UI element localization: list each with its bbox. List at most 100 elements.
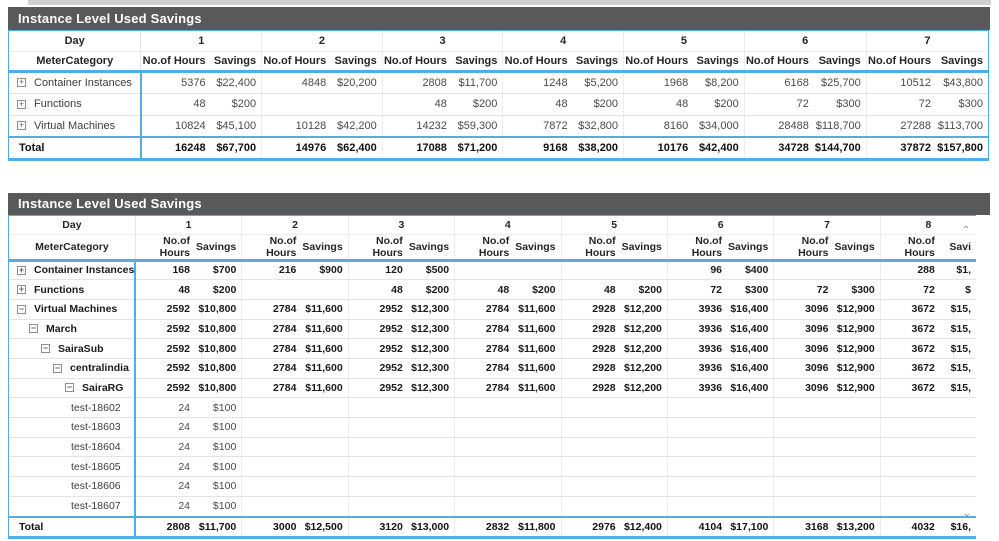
column-header-hours[interactable]: No.of Hours <box>381 51 453 73</box>
cell-savings <box>515 397 561 418</box>
header-row-day: Day 1 2 3 4 5 6 7 <box>9 31 988 52</box>
expand-icon[interactable]: + <box>17 120 26 131</box>
row-label[interactable]: + Container Instances <box>9 260 137 281</box>
row-label[interactable]: test-18607 <box>9 496 137 518</box>
row-label[interactable]: test-18604 <box>9 437 137 458</box>
column-header-savings[interactable]: Savings <box>936 51 988 73</box>
collapse-icon[interactable]: − <box>41 343 50 354</box>
visual-title: Instance Level Used Savings <box>8 193 990 215</box>
column-header-day-2[interactable]: 2 <box>261 31 383 52</box>
scroll-up-icon[interactable]: › <box>961 222 972 232</box>
column-header-hours[interactable]: No.of Hours <box>743 51 815 73</box>
cell-hours: 3096 <box>773 358 835 379</box>
column-header-hours[interactable]: No.of Hours <box>879 234 941 262</box>
column-header-savings[interactable]: Savings <box>515 234 561 262</box>
row-label[interactable]: test-18605 <box>9 456 137 478</box>
row-label-wrap: − SairaSub <box>9 343 134 355</box>
column-header-hours[interactable]: No.of Hours <box>140 51 212 73</box>
column-header-hours[interactable]: No.of Hours <box>347 234 409 262</box>
column-header-savings[interactable]: Savings <box>573 51 624 73</box>
column-header-savings[interactable]: Savings <box>621 234 668 262</box>
collapse-icon[interactable]: − <box>29 323 38 334</box>
header-row-metercategory: MeterCategory No.of Hours Savings No.of Hou… <box>9 51 988 73</box>
row-label[interactable]: − SairaSub <box>9 338 137 359</box>
collapse-icon[interactable]: − <box>65 382 74 393</box>
row-label[interactable]: + Container Instances <box>9 71 142 94</box>
cell-hours: 2592 <box>135 378 196 399</box>
column-header-day-7[interactable]: 7 <box>773 216 881 235</box>
column-header-day-4[interactable]: 4 <box>454 216 561 235</box>
column-header-hours[interactable]: No.of Hours <box>560 234 622 262</box>
row-label[interactable]: − Virtual Machines <box>9 299 137 320</box>
cell-hours: 8160 <box>623 115 695 138</box>
column-header-hours[interactable]: No.of Hours <box>454 234 516 262</box>
cell-savings: $12,200 <box>621 299 668 320</box>
column-header-hours[interactable]: No.of Hours <box>865 51 937 73</box>
table-row: − SairaRG 2592 $10,800 2784 $11,600 2952 $12,30… <box>9 378 976 399</box>
column-header-savings[interactable]: Savings <box>834 234 881 262</box>
chevron-up-icon: › <box>961 225 972 229</box>
summary-matrix-frame: Day 1 2 3 4 5 6 7 MeterCategory No.of Hours Saving… <box>8 30 989 161</box>
scroll-down-icon[interactable]: › <box>962 510 973 520</box>
table-row: + Functions 48 $200 48 $200 48 $200 48 $200 72 $300… <box>9 279 976 300</box>
collapse-icon[interactable]: − <box>53 362 62 373</box>
expand-icon[interactable]: + <box>17 284 26 295</box>
row-label[interactable]: + Functions <box>9 279 137 300</box>
row-label[interactable]: Total <box>9 136 142 161</box>
cell-savings: $200 <box>573 93 624 116</box>
cell-savings: $700 <box>196 260 242 281</box>
expand-icon[interactable]: + <box>17 98 26 109</box>
column-header-day-1[interactable]: 1 <box>135 216 242 235</box>
cell-savings: $43,800 <box>936 71 988 94</box>
cell-hours <box>454 260 516 281</box>
cell-hours: 72 <box>743 93 815 116</box>
column-header-hours[interactable]: No.of Hours <box>502 51 574 73</box>
column-header-savings[interactable]: Savings <box>332 51 383 73</box>
column-header-savings[interactable]: Savings <box>408 234 455 262</box>
column-header-day-7[interactable]: 7 <box>865 31 988 52</box>
column-header-savings[interactable]: Savings <box>814 51 867 73</box>
row-label[interactable]: − SairaRG <box>9 378 137 399</box>
column-header-savings[interactable]: Savings <box>452 51 503 73</box>
column-header-day-3[interactable]: 3 <box>347 216 455 235</box>
row-label[interactable]: Total <box>9 515 137 540</box>
column-header-day-8[interactable]: 8 <box>879 216 976 235</box>
column-header-day-6[interactable]: 6 <box>666 216 774 235</box>
expand-icon[interactable]: + <box>17 77 26 87</box>
row-label[interactable]: test-18603 <box>9 417 137 438</box>
row-label[interactable]: + Virtual Machines <box>9 115 142 138</box>
column-header-day-1[interactable]: 1 <box>140 31 262 52</box>
cell-hours: 3120 <box>347 515 409 540</box>
column-header-savings[interactable]: Savings <box>196 234 242 262</box>
column-header-hours[interactable]: No.of Hours <box>261 51 333 73</box>
row-label[interactable]: − March <box>9 319 137 340</box>
column-header-hours[interactable]: No.of Hours <box>623 51 695 73</box>
cell-hours: 216 <box>241 260 303 281</box>
column-header-day-5[interactable]: 5 <box>623 31 745 52</box>
column-header-hours[interactable]: No.of Hours <box>773 234 835 262</box>
cell-hours <box>666 456 729 478</box>
column-header-day-2[interactable]: 2 <box>241 216 349 235</box>
column-header-savings[interactable]: Savings <box>211 51 262 73</box>
expand-icon[interactable]: + <box>17 264 26 275</box>
column-header-day-4[interactable]: 4 <box>502 31 624 52</box>
column-header-hours[interactable]: No.of Hours <box>135 234 196 262</box>
row-label[interactable]: − centralindia <box>9 358 137 379</box>
column-header-hours[interactable]: No.of Hours <box>666 234 729 262</box>
collapse-icon[interactable]: − <box>17 303 26 314</box>
cell-savings <box>940 397 976 418</box>
cell-hours <box>879 456 941 478</box>
cell-hours <box>241 397 303 418</box>
column-header-day-3[interactable]: 3 <box>381 31 503 52</box>
column-header-hours[interactable]: No.of Hours <box>241 234 303 262</box>
cell-savings: $12,200 <box>621 319 668 340</box>
row-label[interactable]: test-18606 <box>9 476 137 497</box>
column-header-savings[interactable]: Savings <box>728 234 774 262</box>
column-header-savings[interactable]: Savings <box>694 51 745 73</box>
column-header-day-6[interactable]: 6 <box>743 31 867 52</box>
row-label[interactable]: + Functions <box>9 93 142 116</box>
column-header-savings[interactable]: Savi <box>940 234 976 262</box>
column-header-day-5[interactable]: 5 <box>560 216 668 235</box>
row-label[interactable]: test-18602 <box>9 397 137 418</box>
column-header-savings[interactable]: Savings <box>302 234 349 262</box>
